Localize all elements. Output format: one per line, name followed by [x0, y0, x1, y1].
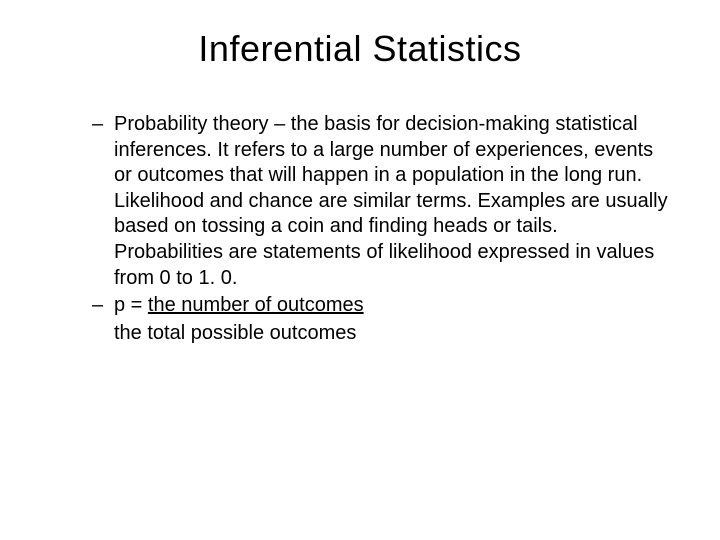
- slide-title: Inferential Statistics: [48, 28, 672, 70]
- sub-line: the total possible outcomes: [48, 321, 672, 347]
- bullet-item-2: p = the number of outcomes: [92, 293, 672, 319]
- bullet-list: Probability theory – the basis for decis…: [48, 112, 672, 319]
- bullet-prefix: p =: [114, 294, 148, 316]
- slide-container: Inferential Statistics Probability theor…: [0, 0, 720, 540]
- bullet-underlined: the number of outcomes: [148, 294, 364, 316]
- bullet-item-1: Probability theory – the basis for decis…: [92, 112, 672, 291]
